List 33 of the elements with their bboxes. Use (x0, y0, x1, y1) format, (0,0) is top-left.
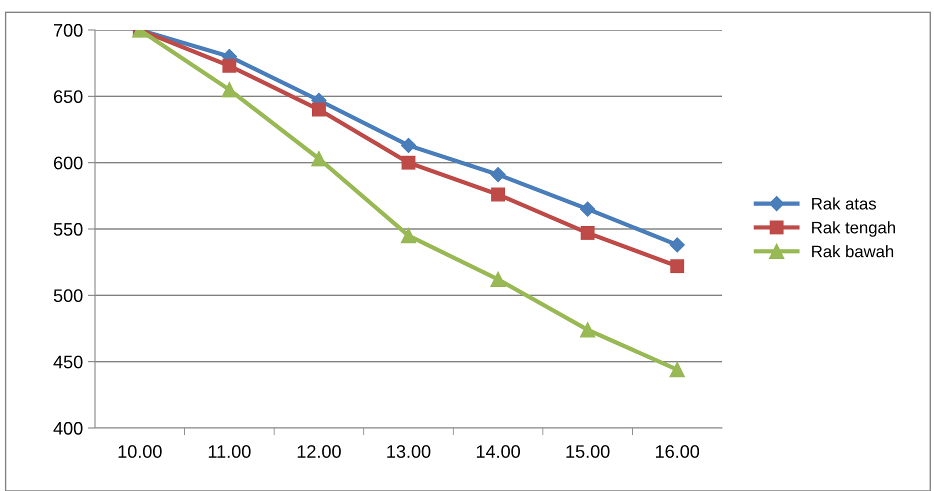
point (670, 259, 684, 274)
point (490, 167, 506, 182)
legend-label: Rak bawah (812, 245, 894, 258)
legend-label: Rak tengah (812, 221, 895, 237)
point (670, 362, 685, 378)
point (580, 322, 596, 338)
x-tick-label: 15.00 (566, 445, 610, 458)
x-tick-label: 10.00 (118, 445, 162, 458)
x-tick-label: 12.00 (298, 445, 341, 458)
y-tick-label: 600 (54, 156, 82, 170)
x-tick-label: 16.00 (656, 445, 700, 458)
y-tick-label: 650 (54, 90, 82, 104)
point (311, 151, 327, 166)
point (670, 237, 685, 252)
y-tick-label: 550 (54, 222, 82, 236)
point (312, 102, 326, 117)
point (580, 226, 595, 240)
x-tick-label: 14.00 (476, 445, 520, 458)
point (580, 202, 596, 217)
y-tick-label: 450 (53, 356, 82, 368)
y-tick-label: 700 (54, 24, 82, 37)
legend-label: Rak atas (812, 197, 876, 210)
x-tick-label: 13.00 (387, 445, 430, 458)
point (402, 156, 416, 170)
point (400, 138, 416, 153)
point (490, 272, 506, 288)
y-tick-label: 400 (53, 422, 82, 435)
y-tick-label: 500 (54, 289, 82, 302)
point (222, 82, 237, 98)
point (491, 188, 506, 202)
x-tick-label: 11.00 (208, 445, 251, 458)
point (222, 58, 236, 73)
point (400, 228, 416, 244)
